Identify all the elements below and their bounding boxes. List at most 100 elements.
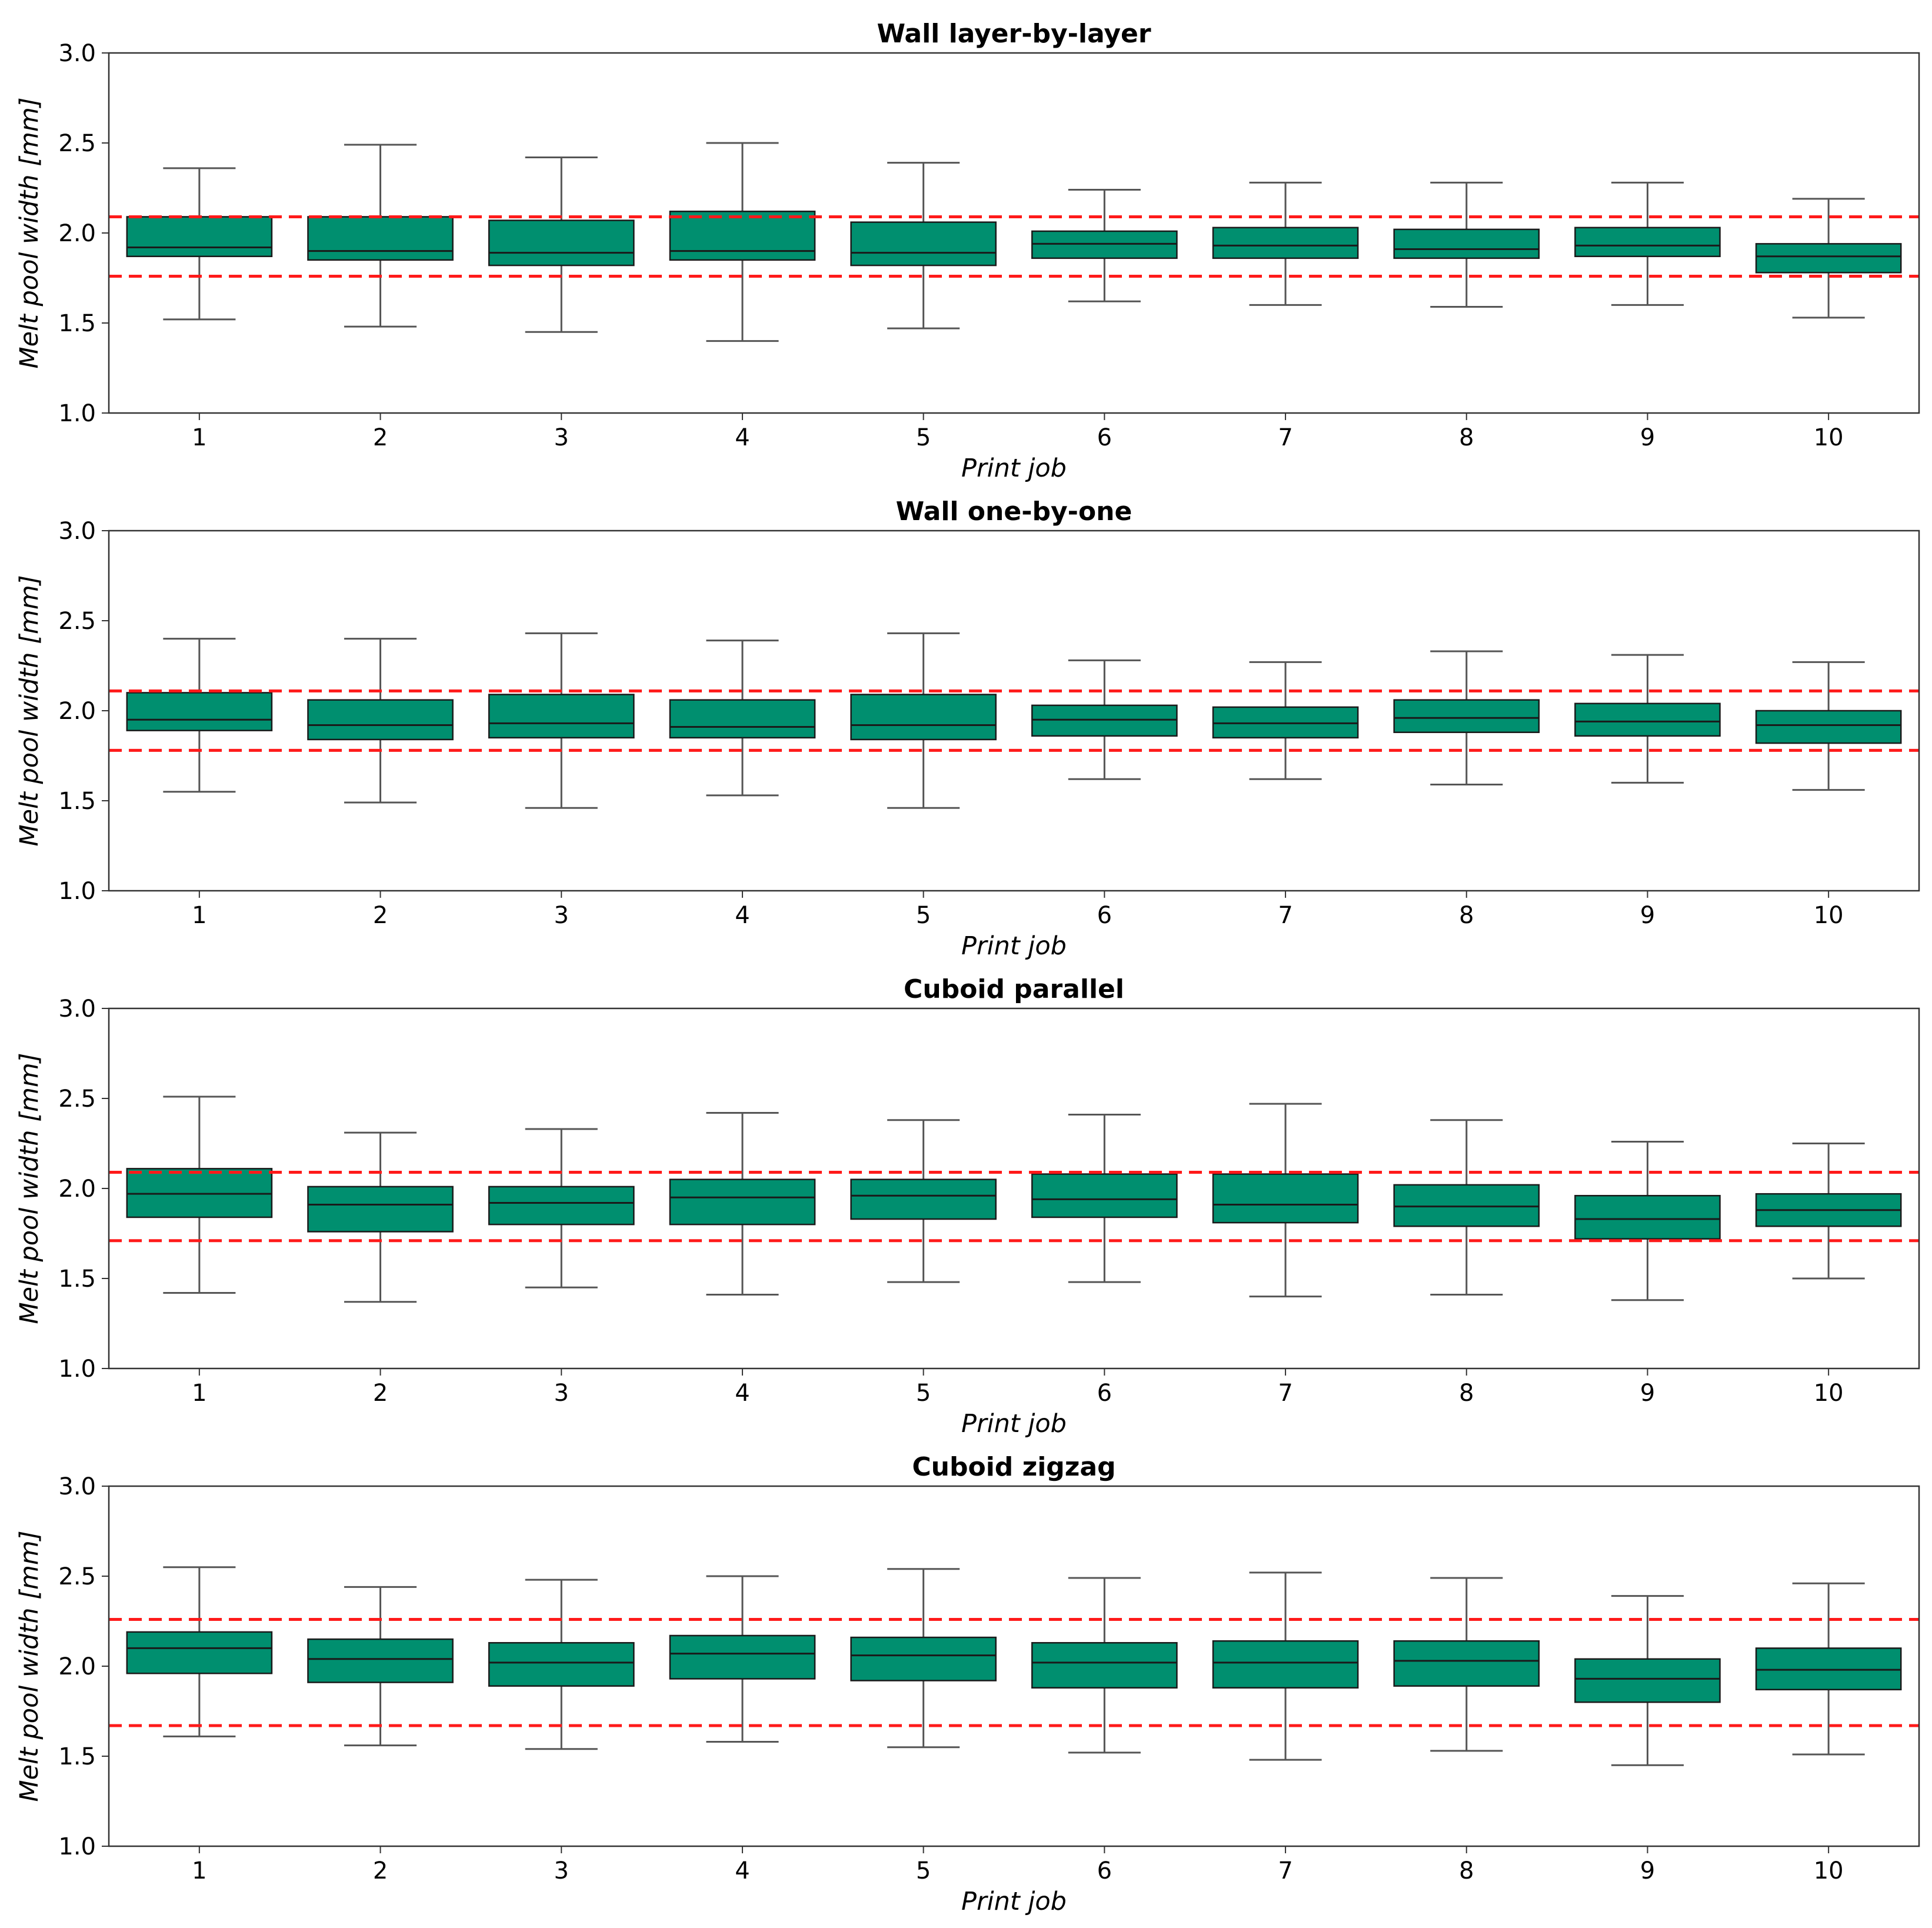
x-tick-label: 5 [916,424,931,451]
iqr-box [126,216,273,258]
x-tick-label: 10 [1814,902,1844,929]
box-job-4 [669,1111,816,1296]
x-tick-label: 5 [916,1857,931,1884]
iqr-box [850,221,997,267]
box-job-9 [1574,1595,1721,1766]
iqr-box [488,1641,635,1687]
iqr-box [307,216,454,261]
y-tick-label: 1.0 [58,878,96,905]
box-job-10 [1755,1143,1902,1280]
iqr-box [1393,228,1540,259]
x-axis-label: Print job [961,1409,1067,1438]
y-tick-label: 1.5 [58,1743,96,1770]
iqr-box [1212,227,1359,259]
box-job-9 [1574,654,1721,784]
x-tick-label: 5 [916,902,931,929]
y-tick-label: 1.5 [58,1266,96,1293]
iqr-box [1755,243,1902,274]
box-job-8 [1393,1119,1540,1296]
iqr-box [850,1178,997,1220]
iqr-box [1393,1184,1540,1227]
x-tick-label: 8 [1459,424,1474,451]
box-job-1 [126,167,273,321]
x-tick-label: 7 [1278,1857,1293,1884]
y-axis-label: Melt pool width [mm] [15,575,44,846]
box-job-1 [126,1566,273,1737]
box-job-10 [1755,1582,1902,1756]
y-tick-label: 2.0 [58,220,96,247]
box-job-8 [1393,1577,1540,1752]
box-job-7 [1212,181,1359,306]
iqr-box [488,1186,635,1226]
x-tick-label: 9 [1640,1857,1655,1884]
y-tick-label: 2.5 [58,130,96,157]
iqr-box [1031,704,1178,737]
x-tick-label: 2 [373,902,388,929]
x-tick-label: 6 [1097,424,1112,451]
plot-frame [108,1007,1920,1370]
box-job-9 [1574,1140,1721,1301]
y-tick-label: 2.0 [58,698,96,725]
box-job-8 [1393,650,1540,785]
x-tick-label: 4 [735,424,750,451]
iqr-box [1031,1173,1178,1218]
box-job-1 [126,638,273,793]
box-job-5 [850,1119,997,1283]
x-tick-label: 6 [1097,902,1112,929]
iqr-box [1393,1640,1540,1687]
box-job-9 [1574,181,1721,306]
iqr-box [669,699,816,739]
x-axis-label: Print job [961,1887,1067,1916]
box-job-3 [488,156,635,333]
x-tick-label: 7 [1278,902,1293,929]
iqr-box [1212,1173,1359,1224]
y-tick-label: 3.0 [58,995,96,1023]
iqr-box [1212,706,1359,739]
y-tick-label: 1.0 [58,400,96,427]
x-tick-label: 6 [1097,1857,1112,1884]
y-axis-label: Melt pool width [mm] [15,1530,44,1802]
iqr-box [1031,230,1178,259]
iqr-box [307,1186,454,1233]
x-tick-label: 4 [735,902,750,929]
y-tick-label: 2.0 [58,1653,96,1680]
iqr-box [1574,227,1721,258]
box-job-7 [1212,1103,1359,1298]
x-tick-label: 3 [554,1380,569,1407]
box-job-5 [850,162,997,329]
y-axis-label: Melt pool width [mm] [15,97,44,368]
box-job-3 [488,1128,635,1288]
panel-title: Wall layer-by-layer [877,19,1151,49]
box-job-10 [1755,198,1902,319]
y-tick-label: 3.0 [58,1473,96,1500]
iqr-box [126,1631,273,1674]
box-job-2 [307,638,454,804]
x-tick-label: 2 [373,424,388,451]
x-axis-label: Print job [961,454,1067,483]
y-tick-label: 1.5 [58,310,96,337]
x-tick-label: 10 [1814,1380,1844,1407]
x-tick-label: 3 [554,424,569,451]
x-tick-label: 4 [735,1380,750,1407]
iqr-box [1574,1194,1721,1240]
iqr-box [126,1168,273,1218]
panel-title: Wall one-by-one [896,497,1132,527]
x-tick-label: 7 [1278,424,1293,451]
box-job-5 [850,1568,997,1749]
panel-title: Cuboid zigzag [912,1452,1115,1482]
iqr-box [850,1636,997,1681]
x-tick-label: 9 [1640,1380,1655,1407]
plot-frame [108,52,1920,414]
x-tick-label: 9 [1640,424,1655,451]
panel-3: Cuboid parallel 1.0 1.5 2.0 2.5 3.0 1 2 3 4 5 6 7 8 9 1… [15,974,1920,1438]
x-tick-label: 7 [1278,1380,1293,1407]
panel-1: Wall layer-by-layer 1.0 1.5 2.0 2.5 3.0 1 2 3 4 5 6… [15,19,1920,483]
x-tick-label: 2 [373,1380,388,1407]
x-tick-label: 8 [1459,902,1474,929]
box-job-2 [307,1586,454,1747]
x-tick-label: 10 [1814,1857,1844,1884]
box-job-6 [1031,189,1178,302]
box-job-2 [307,144,454,328]
y-axis-label: Melt pool width [mm] [15,1053,44,1324]
